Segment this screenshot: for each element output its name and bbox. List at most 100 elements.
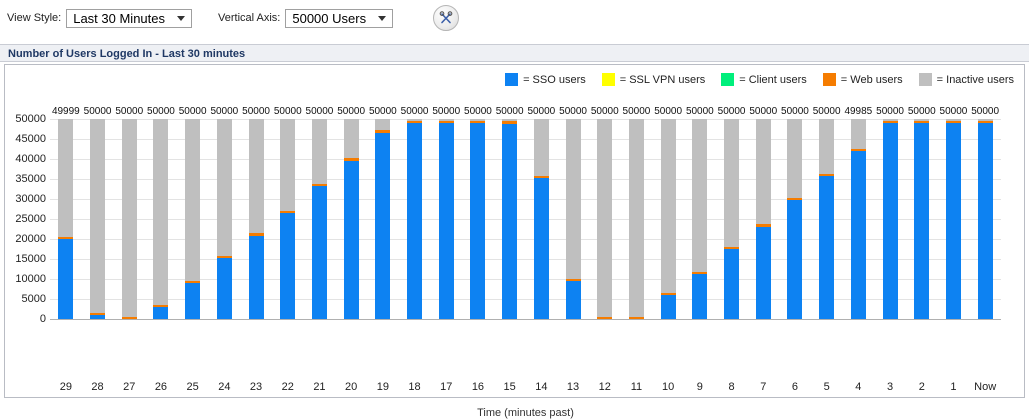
bar-column[interactable]	[311, 119, 327, 319]
y-axis-tick-label: 45000	[15, 133, 46, 145]
bar-column[interactable]	[755, 119, 771, 319]
bar-segment-sso	[438, 123, 454, 319]
bar-segment-inactive	[470, 119, 486, 121]
bar-segment-web	[787, 197, 803, 201]
bar-segment-inactive	[660, 119, 676, 293]
bar-column[interactable]	[502, 119, 518, 319]
view-style-label: View Style:	[7, 12, 62, 24]
x-axis-tick-label: 10	[662, 381, 675, 393]
y-axis-tick-label: 10000	[15, 273, 46, 285]
legend-label-inactive: = Inactive users	[936, 73, 1014, 86]
bar-segment-inactive	[850, 119, 866, 150]
bar-column[interactable]	[660, 119, 676, 319]
bar-column[interactable]	[185, 119, 201, 319]
gridline	[50, 179, 1001, 180]
bar-segment-inactive	[375, 119, 391, 130]
bar-column[interactable]	[914, 119, 930, 319]
bar-segment-web	[311, 183, 327, 187]
bar-segment-sso	[311, 186, 327, 319]
x-axis-tick-label: 1	[950, 381, 957, 393]
bar-column[interactable]	[280, 119, 296, 319]
bar-segment-sso	[280, 213, 296, 319]
bar-column[interactable]	[438, 119, 454, 319]
y-axis-tick-label: 50000	[15, 113, 46, 125]
bar-value-label: 50000	[685, 106, 714, 117]
bar-column[interactable]	[565, 119, 581, 319]
bar-column[interactable]	[597, 119, 613, 319]
bar-segment-sso	[787, 200, 803, 319]
legend-swatch-client	[721, 73, 735, 86]
bar-column[interactable]	[819, 119, 835, 319]
bar-column[interactable]	[850, 119, 866, 319]
x-axis-tick-label: 26	[154, 381, 168, 393]
x-axis-tick-label: 12	[598, 381, 611, 393]
x-axis-tick-label: 7	[760, 381, 767, 393]
bar-column[interactable]	[945, 119, 961, 319]
x-axis-line	[50, 319, 1001, 320]
bar-column[interactable]	[90, 119, 106, 319]
bar-column[interactable]	[470, 119, 486, 319]
bar-segment-sso	[914, 123, 930, 319]
bar-column[interactable]	[977, 119, 993, 319]
bar-column[interactable]	[787, 119, 803, 319]
legend-swatch-sslvpn	[601, 73, 615, 86]
gridline	[50, 159, 1001, 160]
bar-column[interactable]	[248, 119, 264, 319]
legend-label-web: = Web users	[840, 73, 903, 86]
bar-column[interactable]	[121, 119, 137, 319]
bar-column[interactable]	[58, 119, 74, 319]
bar-segment-web	[58, 237, 74, 239]
bar-column[interactable]	[375, 119, 391, 319]
bar-column[interactable]	[343, 119, 359, 319]
bar-value-label: 50000	[400, 106, 429, 117]
bar-segment-inactive	[407, 119, 423, 121]
bar-segment-web	[565, 279, 581, 282]
bar-value-label: 50000	[464, 106, 492, 117]
bar-column[interactable]	[692, 119, 708, 319]
bar-segment-inactive	[248, 119, 264, 234]
x-axis-tick-label: 8	[728, 381, 735, 393]
toolbar: View Style: Last 30 Minutes Vertical Axi…	[0, 0, 1029, 36]
bar-column[interactable]	[407, 119, 423, 319]
bar-column[interactable]	[153, 119, 169, 319]
bar-segment-sso	[660, 294, 676, 319]
bar-segment-sso	[755, 226, 771, 319]
vertical-axis-dropdown[interactable]: 50000 Users	[285, 8, 394, 28]
bar-value-label: 50000	[305, 106, 334, 117]
x-axis-tick-label: 13	[566, 381, 580, 393]
bar-value-label: 50000	[273, 106, 302, 117]
legend-label-sslvpn: = SSL VPN users	[619, 73, 706, 86]
y-axis-tick-label: 25000	[15, 213, 46, 225]
x-axis-tick-label: 28	[91, 381, 104, 393]
x-axis-tick-label: 3	[886, 381, 894, 393]
bar-column[interactable]	[216, 119, 232, 319]
tools-button[interactable]	[433, 5, 460, 31]
bar-segment-inactive	[565, 119, 581, 280]
legend-swatch-sso	[505, 73, 519, 86]
x-axis-tick-label: 25	[186, 381, 199, 393]
bar-value-label: 50000	[115, 106, 144, 117]
bar-segment-sso	[565, 281, 581, 319]
gridline	[50, 239, 1001, 240]
bar-value-label: 50000	[622, 106, 651, 117]
vertical-axis-label: Vertical Axis:	[218, 12, 281, 24]
bar-segment-inactive	[533, 119, 549, 176]
bar-value-label: 50000	[242, 106, 270, 117]
bar-value-label: 50000	[812, 106, 841, 117]
chevron-down-icon	[177, 15, 185, 21]
y-axis-tick-label: 20000	[15, 233, 46, 245]
legend-item-inactive: = Inactive users	[918, 73, 1014, 86]
view-style-dropdown[interactable]: Last 30 Minutes	[66, 8, 192, 28]
bar-value-label: 50000	[876, 106, 904, 117]
x-axis-tick-label: 15	[503, 381, 516, 393]
x-axis-tick-label: 23	[249, 381, 263, 393]
legend-label-client: = Client users	[739, 73, 807, 86]
x-axis-tick-label: 27	[123, 381, 136, 393]
bar-segment-inactive	[977, 119, 993, 121]
bar-column[interactable]	[628, 119, 644, 319]
bar-column[interactable]	[724, 119, 740, 319]
bar-column[interactable]	[533, 119, 549, 319]
x-axis-tick-label: 18	[408, 381, 421, 393]
bar-segment-inactive	[280, 119, 296, 212]
bar-column[interactable]	[882, 119, 898, 319]
